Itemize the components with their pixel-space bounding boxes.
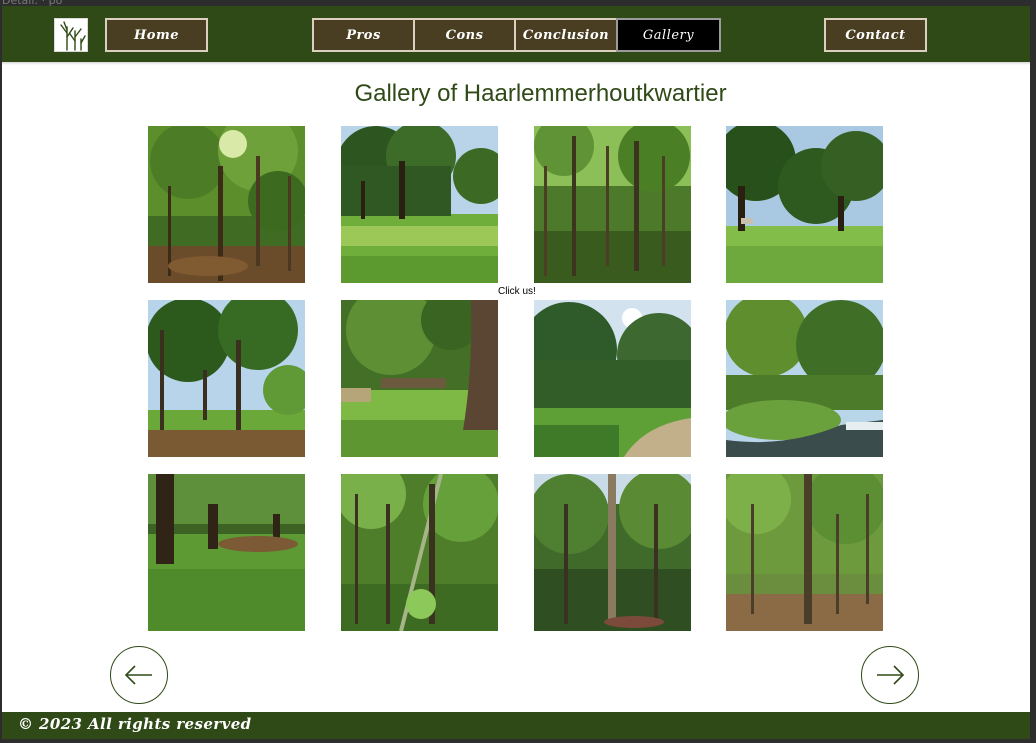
- site-footer: © 2023 All rights reserved: [2, 712, 1030, 739]
- forest-photo: [534, 126, 691, 283]
- click-us-hint: Click us!: [498, 286, 536, 297]
- header-divider: [2, 62, 1030, 65]
- gallery-photo-1[interactable]: [148, 126, 305, 283]
- gallery-photo-7[interactable]: [534, 300, 691, 457]
- web-page: Home Pros Cons Conclusion Gallery Contac…: [2, 6, 1030, 739]
- nav-cons-button[interactable]: Cons: [413, 18, 516, 52]
- previous-button[interactable]: [110, 646, 168, 704]
- gallery-photo-10[interactable]: [341, 474, 498, 631]
- nav-conclusion-button[interactable]: Conclusion: [514, 18, 618, 52]
- forest-photo: [726, 474, 883, 631]
- park-lawn-photo: [341, 300, 498, 457]
- park-lawn-photo: [148, 474, 305, 631]
- gallery-photo-8[interactable]: [726, 300, 883, 457]
- arrow-left-icon: [124, 665, 152, 685]
- arrow-right-icon: [877, 665, 905, 685]
- gallery-photo-9[interactable]: [148, 474, 305, 631]
- nav-gallery-button[interactable]: Gallery: [616, 18, 721, 52]
- gallery-photo-11[interactable]: [534, 474, 691, 631]
- pond-photo: [726, 300, 883, 457]
- page-title: Gallery of Haarlemmerhoutkwartier: [354, 80, 727, 107]
- site-header: Home Pros Cons Conclusion Gallery Contac…: [2, 6, 1030, 62]
- park-lawn-photo: [726, 126, 883, 283]
- park-lawn-photo: [148, 300, 305, 457]
- nav-pros-button[interactable]: Pros: [312, 18, 415, 52]
- gallery-photo-4[interactable]: [726, 126, 883, 283]
- copyright-text: © 2023 All rights reserved: [18, 715, 252, 733]
- next-button[interactable]: [861, 646, 919, 704]
- forest-photo: [341, 474, 498, 631]
- nav-button-group: Pros Cons Conclusion Gallery: [312, 18, 721, 52]
- tree-logo-icon[interactable]: [54, 18, 88, 52]
- gallery-photo-2[interactable]: [341, 126, 498, 283]
- park-path-photo: [534, 300, 691, 457]
- gallery-photo-5[interactable]: [148, 300, 305, 457]
- window-chrome-text: Detail: · po: [2, 0, 63, 7]
- gallery-photo-12[interactable]: [726, 474, 883, 631]
- nav-contact-button[interactable]: Contact: [824, 18, 927, 52]
- gallery-photo-3[interactable]: [534, 126, 691, 283]
- park-lawn-photo: [341, 126, 498, 283]
- forest-photo: [148, 126, 305, 283]
- gallery-photo-6[interactable]: [341, 300, 498, 457]
- forest-photo: [534, 474, 691, 631]
- nav-home-button[interactable]: Home: [105, 18, 208, 52]
